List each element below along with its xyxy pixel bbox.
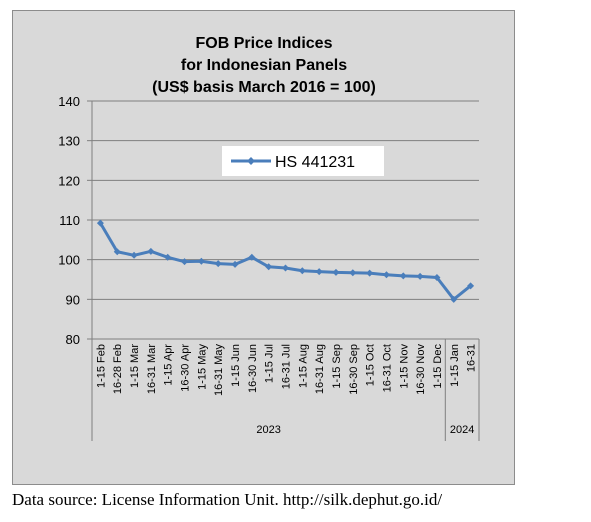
data-point: [248, 253, 256, 261]
legend-label: HS 441231: [275, 154, 355, 171]
chart-title-line-2: for Indonesian Panels: [181, 57, 347, 74]
x-axis-groups: 2023 2024: [91, 339, 480, 441]
y-tick-label: 100: [58, 253, 80, 268]
data-point: [298, 267, 306, 275]
x-tick-label: 1-15 Aug: [297, 344, 309, 388]
data-point: [113, 248, 121, 256]
x-tick-label: 16-31 Aug: [314, 344, 326, 394]
y-tick-label: 120: [58, 173, 80, 188]
data-point: [164, 253, 172, 261]
series-hs-441231: [96, 219, 475, 303]
data-point: [96, 219, 104, 227]
x-tick-label: 16-31 May: [213, 344, 225, 396]
data-point: [181, 258, 189, 266]
y-axis-ticks: 80 90 100 110 120 130 140: [58, 94, 92, 347]
x-tick-label: 16-30 Jun: [247, 344, 259, 393]
data-point: [399, 272, 407, 280]
x-tick-label: 16-31 Mar: [146, 344, 158, 394]
data-point: [382, 271, 390, 279]
x-tick-label: 1-15 Nov: [398, 344, 410, 389]
chart-title-line-3: (US$ basis March 2016 = 100): [152, 79, 376, 96]
data-point: [214, 260, 222, 268]
data-point: [366, 269, 374, 277]
chart-svg: FOB Price Indices for Indonesian Panels …: [58, 35, 480, 441]
y-tick-label: 130: [58, 134, 80, 149]
x-tick-label: 1-15 Dec: [432, 344, 444, 389]
data-point: [332, 268, 340, 276]
x-tick-label: 1-15 Jan: [449, 344, 461, 387]
x-tick-label: 1-15 Jun: [230, 344, 242, 387]
data-point: [416, 272, 424, 280]
data-point: [467, 282, 475, 290]
data-source-note: Data source: License Information Unit. h…: [12, 490, 443, 509]
data-point: [349, 269, 357, 277]
x-tick-label: 1-15 Sep: [331, 344, 343, 389]
x-tick-label: 1-15 Mar: [129, 344, 141, 388]
x-tick-label: 1-15 Apr: [163, 344, 175, 386]
data-point: [282, 264, 289, 272]
y-tick-label: 80: [66, 332, 80, 347]
chart-title-line-1: FOB Price Indices: [196, 35, 333, 52]
data-point: [265, 263, 273, 271]
x-group-label-2024: 2024: [450, 424, 474, 436]
x-tick-label: 16-30 Sep: [348, 344, 360, 395]
y-tick-label: 140: [58, 94, 80, 109]
x-tick-label: 1-15 Jul: [264, 344, 276, 383]
x-tick-label: 16-30 Nov: [415, 344, 427, 395]
x-tick-label: 1-15 Feb: [95, 344, 107, 388]
legend: HS 441231: [222, 146, 384, 176]
y-tick-label: 90: [66, 292, 80, 307]
x-group-label-2023: 2023: [256, 424, 280, 436]
x-tick-label: 16-30 Apr: [180, 344, 192, 392]
chart-area: FOB Price Indices for Indonesian Panels …: [12, 10, 515, 485]
x-axis-ticks: 1-15 Feb 16-28 Feb 1-15 Mar 16-31 Mar 1-15 A…: [95, 344, 477, 396]
x-tick-label: 1-15 May: [196, 344, 208, 390]
data-point: [130, 251, 138, 259]
data-point: [147, 247, 155, 255]
data-point: [231, 260, 239, 268]
x-tick-label: 16-28 Feb: [112, 344, 124, 394]
x-tick-label: 16-31: [466, 344, 478, 372]
x-tick-label: 16-31 Jul: [281, 344, 293, 389]
data-point: [450, 295, 458, 303]
legend-marker: [247, 157, 255, 165]
x-tick-label: 16-31 Oct: [381, 344, 393, 392]
x-tick-label: 1-15 Oct: [365, 344, 377, 386]
data-point: [315, 268, 323, 276]
data-point: [197, 257, 205, 265]
data-point: [433, 274, 441, 282]
y-tick-label: 110: [59, 213, 80, 228]
